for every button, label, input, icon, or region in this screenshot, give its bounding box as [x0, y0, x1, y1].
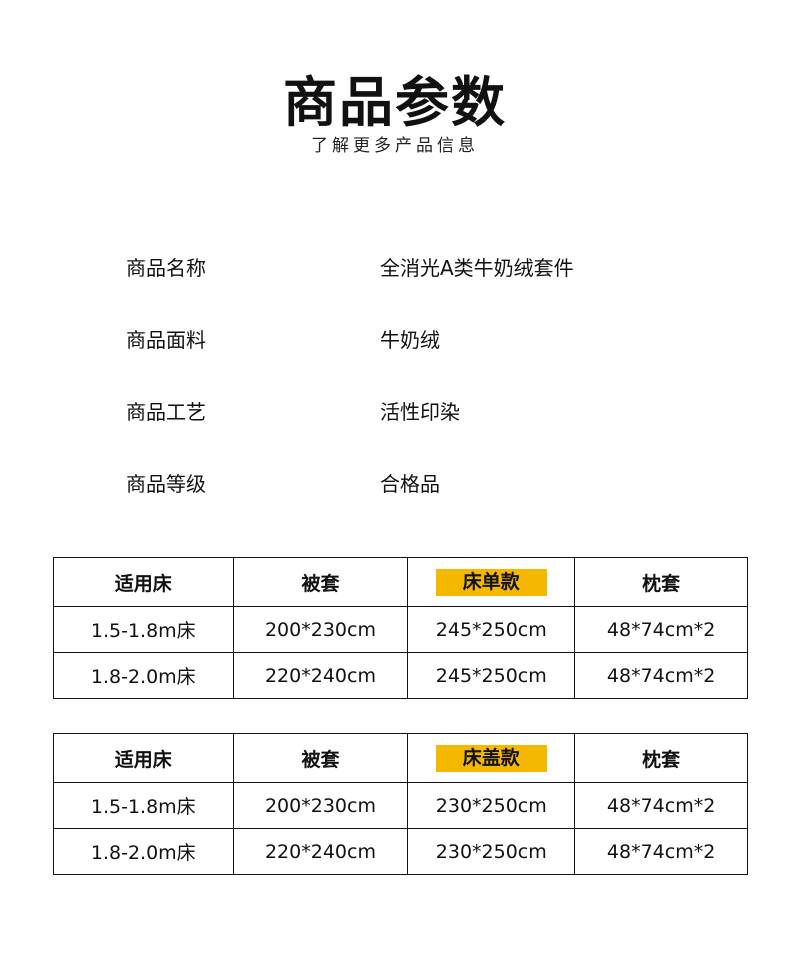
table-cell: 48*74cm*2: [574, 782, 748, 829]
header-cell: 枕套: [574, 733, 748, 783]
table-row: 1.8-2.0m床 220*240cm 245*250cm 48*74cm*2: [53, 652, 748, 699]
table-cell: 230*250cm: [407, 828, 576, 875]
table-cell: 48*74cm*2: [574, 828, 748, 875]
header-cell: 被套: [232, 733, 409, 783]
table-row: 1.8-2.0m床 220*240cm 230*250cm 48*74cm*2: [53, 828, 748, 875]
size-table-sheet: 适用床 被套 床单款 枕套 1.5-1.8m床 200*230cm 245*25…: [53, 557, 748, 699]
table-row: 1.5-1.8m床 200*230cm 230*250cm 48*74cm*2: [53, 782, 748, 829]
table-cell: 220*240cm: [232, 652, 409, 699]
table-cell: 1.8-2.0m床: [53, 652, 234, 699]
table-cell: 48*74cm*2: [574, 652, 748, 699]
header-cell-highlight: 床单款: [407, 557, 576, 607]
header-cell: 适用床: [53, 557, 234, 607]
param-row-craft: 商品工艺 活性印染: [126, 397, 726, 427]
param-label: 商品面料: [126, 328, 206, 352]
param-value: 牛奶绒: [380, 328, 440, 352]
table-cell: 245*250cm: [407, 652, 576, 699]
size-table-cover: 适用床 被套 床盖款 枕套 1.5-1.8m床 200*230cm 230*25…: [53, 733, 748, 875]
highlight-label: 床单款: [435, 568, 547, 596]
table-cell: 230*250cm: [407, 782, 576, 829]
table-header-row: 适用床 被套 床单款 枕套: [53, 557, 748, 607]
param-row-fabric: 商品面料 牛奶绒: [126, 325, 726, 355]
table-cell: 200*230cm: [232, 606, 409, 653]
page-title: 商品参数: [283, 71, 507, 134]
header-cell-highlight: 床盖款: [407, 733, 576, 783]
table-cell: 1.5-1.8m床: [53, 782, 234, 829]
header-cell: 被套: [232, 557, 409, 607]
table-cell: 1.5-1.8m床: [53, 606, 234, 653]
table-cell: 220*240cm: [232, 828, 409, 875]
table-cell: 200*230cm: [232, 782, 409, 829]
param-row-name: 商品名称 全消光A类牛奶绒套件: [126, 253, 726, 283]
table-cell: 48*74cm*2: [574, 606, 748, 653]
param-value: 全消光A类牛奶绒套件: [380, 256, 574, 280]
header-cell: 适用床: [53, 733, 234, 783]
param-value: 合格品: [380, 472, 440, 496]
param-label: 商品工艺: [126, 400, 206, 424]
header-cell: 枕套: [574, 557, 748, 607]
param-label: 商品名称: [126, 256, 206, 280]
highlight-label: 床盖款: [435, 744, 547, 772]
table-cell: 245*250cm: [407, 606, 576, 653]
table-row: 1.5-1.8m床 200*230cm 245*250cm 48*74cm*2: [53, 606, 748, 653]
param-row-grade: 商品等级 合格品: [126, 469, 726, 499]
page-subtitle: 了解更多产品信息: [311, 136, 479, 156]
param-label: 商品等级: [126, 472, 206, 496]
table-header-row: 适用床 被套 床盖款 枕套: [53, 733, 748, 783]
param-value: 活性印染: [380, 400, 460, 424]
table-cell: 1.8-2.0m床: [53, 828, 234, 875]
